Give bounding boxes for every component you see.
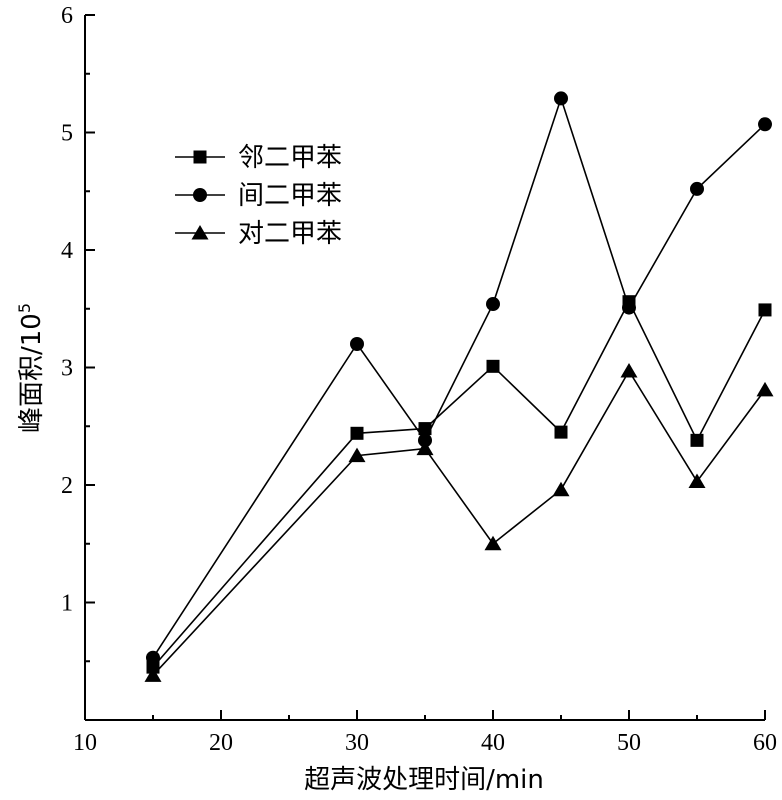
y-tick-label: 2	[61, 473, 73, 499]
axes	[84, 14, 766, 721]
x-axis-title: 超声波处理时间/min	[304, 765, 544, 795]
x-tick-label: 50	[617, 730, 641, 756]
data-point-square	[554, 425, 568, 439]
legend-marker-triangle	[191, 225, 209, 240]
x-tick-label: 10	[73, 730, 97, 756]
y-axis-title-superscript: 5	[15, 303, 34, 313]
data-point-square	[350, 426, 364, 440]
series-line-square	[152, 299, 766, 668]
y-axis-title: 峰面积/105	[15, 303, 47, 433]
legend-label: 对二甲苯	[238, 219, 342, 249]
y-tick-label: 1	[61, 591, 73, 617]
y-tick-label: 6	[61, 3, 73, 29]
data-point-circle	[486, 297, 500, 312]
data-point-triangle	[688, 473, 706, 488]
x-tick-label: 20	[209, 730, 233, 756]
series-markers	[144, 91, 774, 682]
y-axis-title-main: 峰面积/10	[17, 313, 47, 433]
data-point-circle	[418, 433, 432, 448]
tick-labels: 10 20 30 40 50 60 1 2 3 4 5 6	[61, 3, 777, 756]
x-tick-label: 30	[345, 730, 369, 756]
data-point-circle	[690, 181, 704, 196]
data-point-triangle	[552, 481, 570, 497]
series-lines	[152, 95, 766, 676]
data-point-square	[418, 422, 432, 436]
legend-label: 间二甲苯	[238, 181, 342, 211]
data-point-square	[486, 359, 500, 373]
data-point-triangle	[484, 535, 502, 551]
data-point-circle	[146, 650, 160, 665]
data-point-square	[690, 433, 704, 447]
data-point-circle	[350, 337, 364, 351]
legend-label: 邻二甲苯	[238, 143, 342, 173]
x-tick-label: 60	[753, 730, 777, 756]
data-point-triangle	[348, 447, 366, 463]
y-tick-label: 3	[61, 356, 73, 382]
data-point-circle	[758, 117, 772, 132]
x-tick-label: 40	[481, 730, 505, 756]
legend-marker-square	[193, 150, 207, 164]
legend-marker-circle	[193, 188, 207, 202]
data-point-triangle	[416, 440, 434, 456]
data-point-circle	[554, 91, 568, 106]
data-point-triangle	[620, 363, 638, 378]
series-line-triangle	[152, 369, 766, 676]
data-point-circle	[622, 300, 636, 315]
data-point-triangle	[144, 667, 162, 682]
series-line-circle	[152, 95, 766, 659]
y-tick-label: 5	[61, 121, 73, 147]
data-point-square	[758, 303, 772, 317]
data-point-triangle	[756, 381, 774, 397]
y-tick-label: 4	[61, 238, 73, 264]
